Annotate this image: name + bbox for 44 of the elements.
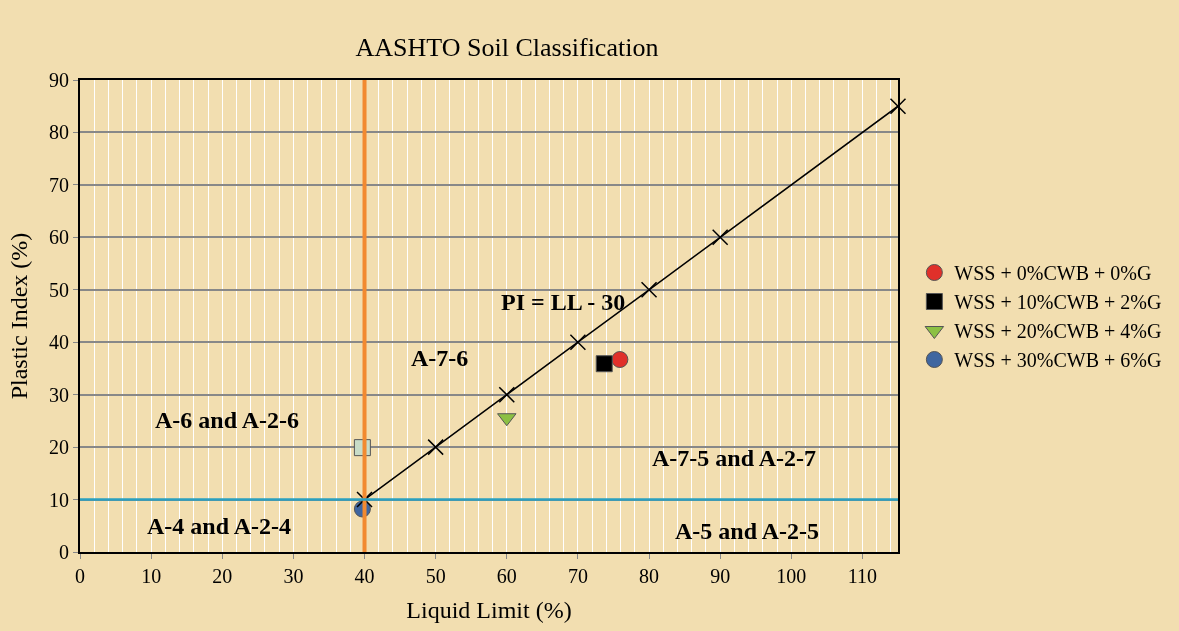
point [427,438,444,456]
x-tick-label: 20 [212,565,233,587]
point [498,386,516,403]
point [356,491,373,508]
point [611,351,629,369]
x-tick-label: 70 [567,565,588,587]
legend-label: WSS + 10%CWB + 2%G [954,291,1162,314]
x-axis-title: Liquid Limit (%) [406,596,572,623]
y-axis-title: Plastic Index (%) [5,232,32,400]
annotation: A-5 and A-2-5 [675,518,820,544]
y-tick-label: 10 [49,488,69,511]
x-tick-label: 50 [425,565,446,587]
y-tick-label: 90 [49,69,69,91]
y-tick-label: 30 [49,383,69,406]
x-tick-label: 0 [75,565,85,587]
x-tick-label: 90 [710,565,731,587]
x-tick-label: 110 [847,565,878,587]
chart-title: AASHTO Soil Classification [355,33,659,63]
y-tick-label: 40 [49,331,69,354]
x-tick-label: 80 [639,565,660,587]
legend-label: WSS + 30%CWB + 6%G [954,349,1162,372]
x-tick-label: 40 [354,565,375,587]
x-tick-label: 100 [776,565,807,587]
annotation: A-4 and A-2-4 [147,513,292,539]
point [889,97,907,115]
legend-label: WSS + 0%CWB + 0%G [954,262,1152,285]
legend-label: WSS + 20%CWB + 4%G [954,320,1162,343]
x-tick-label: 30 [283,565,304,587]
y-tick-label: 60 [49,226,69,249]
annotation: PI = LL - 30 [501,289,626,315]
y-tick-label: 20 [49,436,69,459]
y-tick-label: 80 [49,121,69,144]
y-tick-label: 50 [49,278,69,301]
y-tick-label: 0 [59,541,69,563]
x-tick-label: 60 [496,565,517,587]
point [711,229,729,246]
y-tick-label: 70 [49,173,69,196]
point [569,333,587,351]
x-tick-label: 10 [141,565,162,587]
point [595,355,613,373]
point [640,281,658,299]
annotation: A-7-6 [411,345,469,371]
annotation: A-6 and A-2-6 [155,407,300,433]
annotation: A-7-5 and A-2-7 [652,445,817,471]
